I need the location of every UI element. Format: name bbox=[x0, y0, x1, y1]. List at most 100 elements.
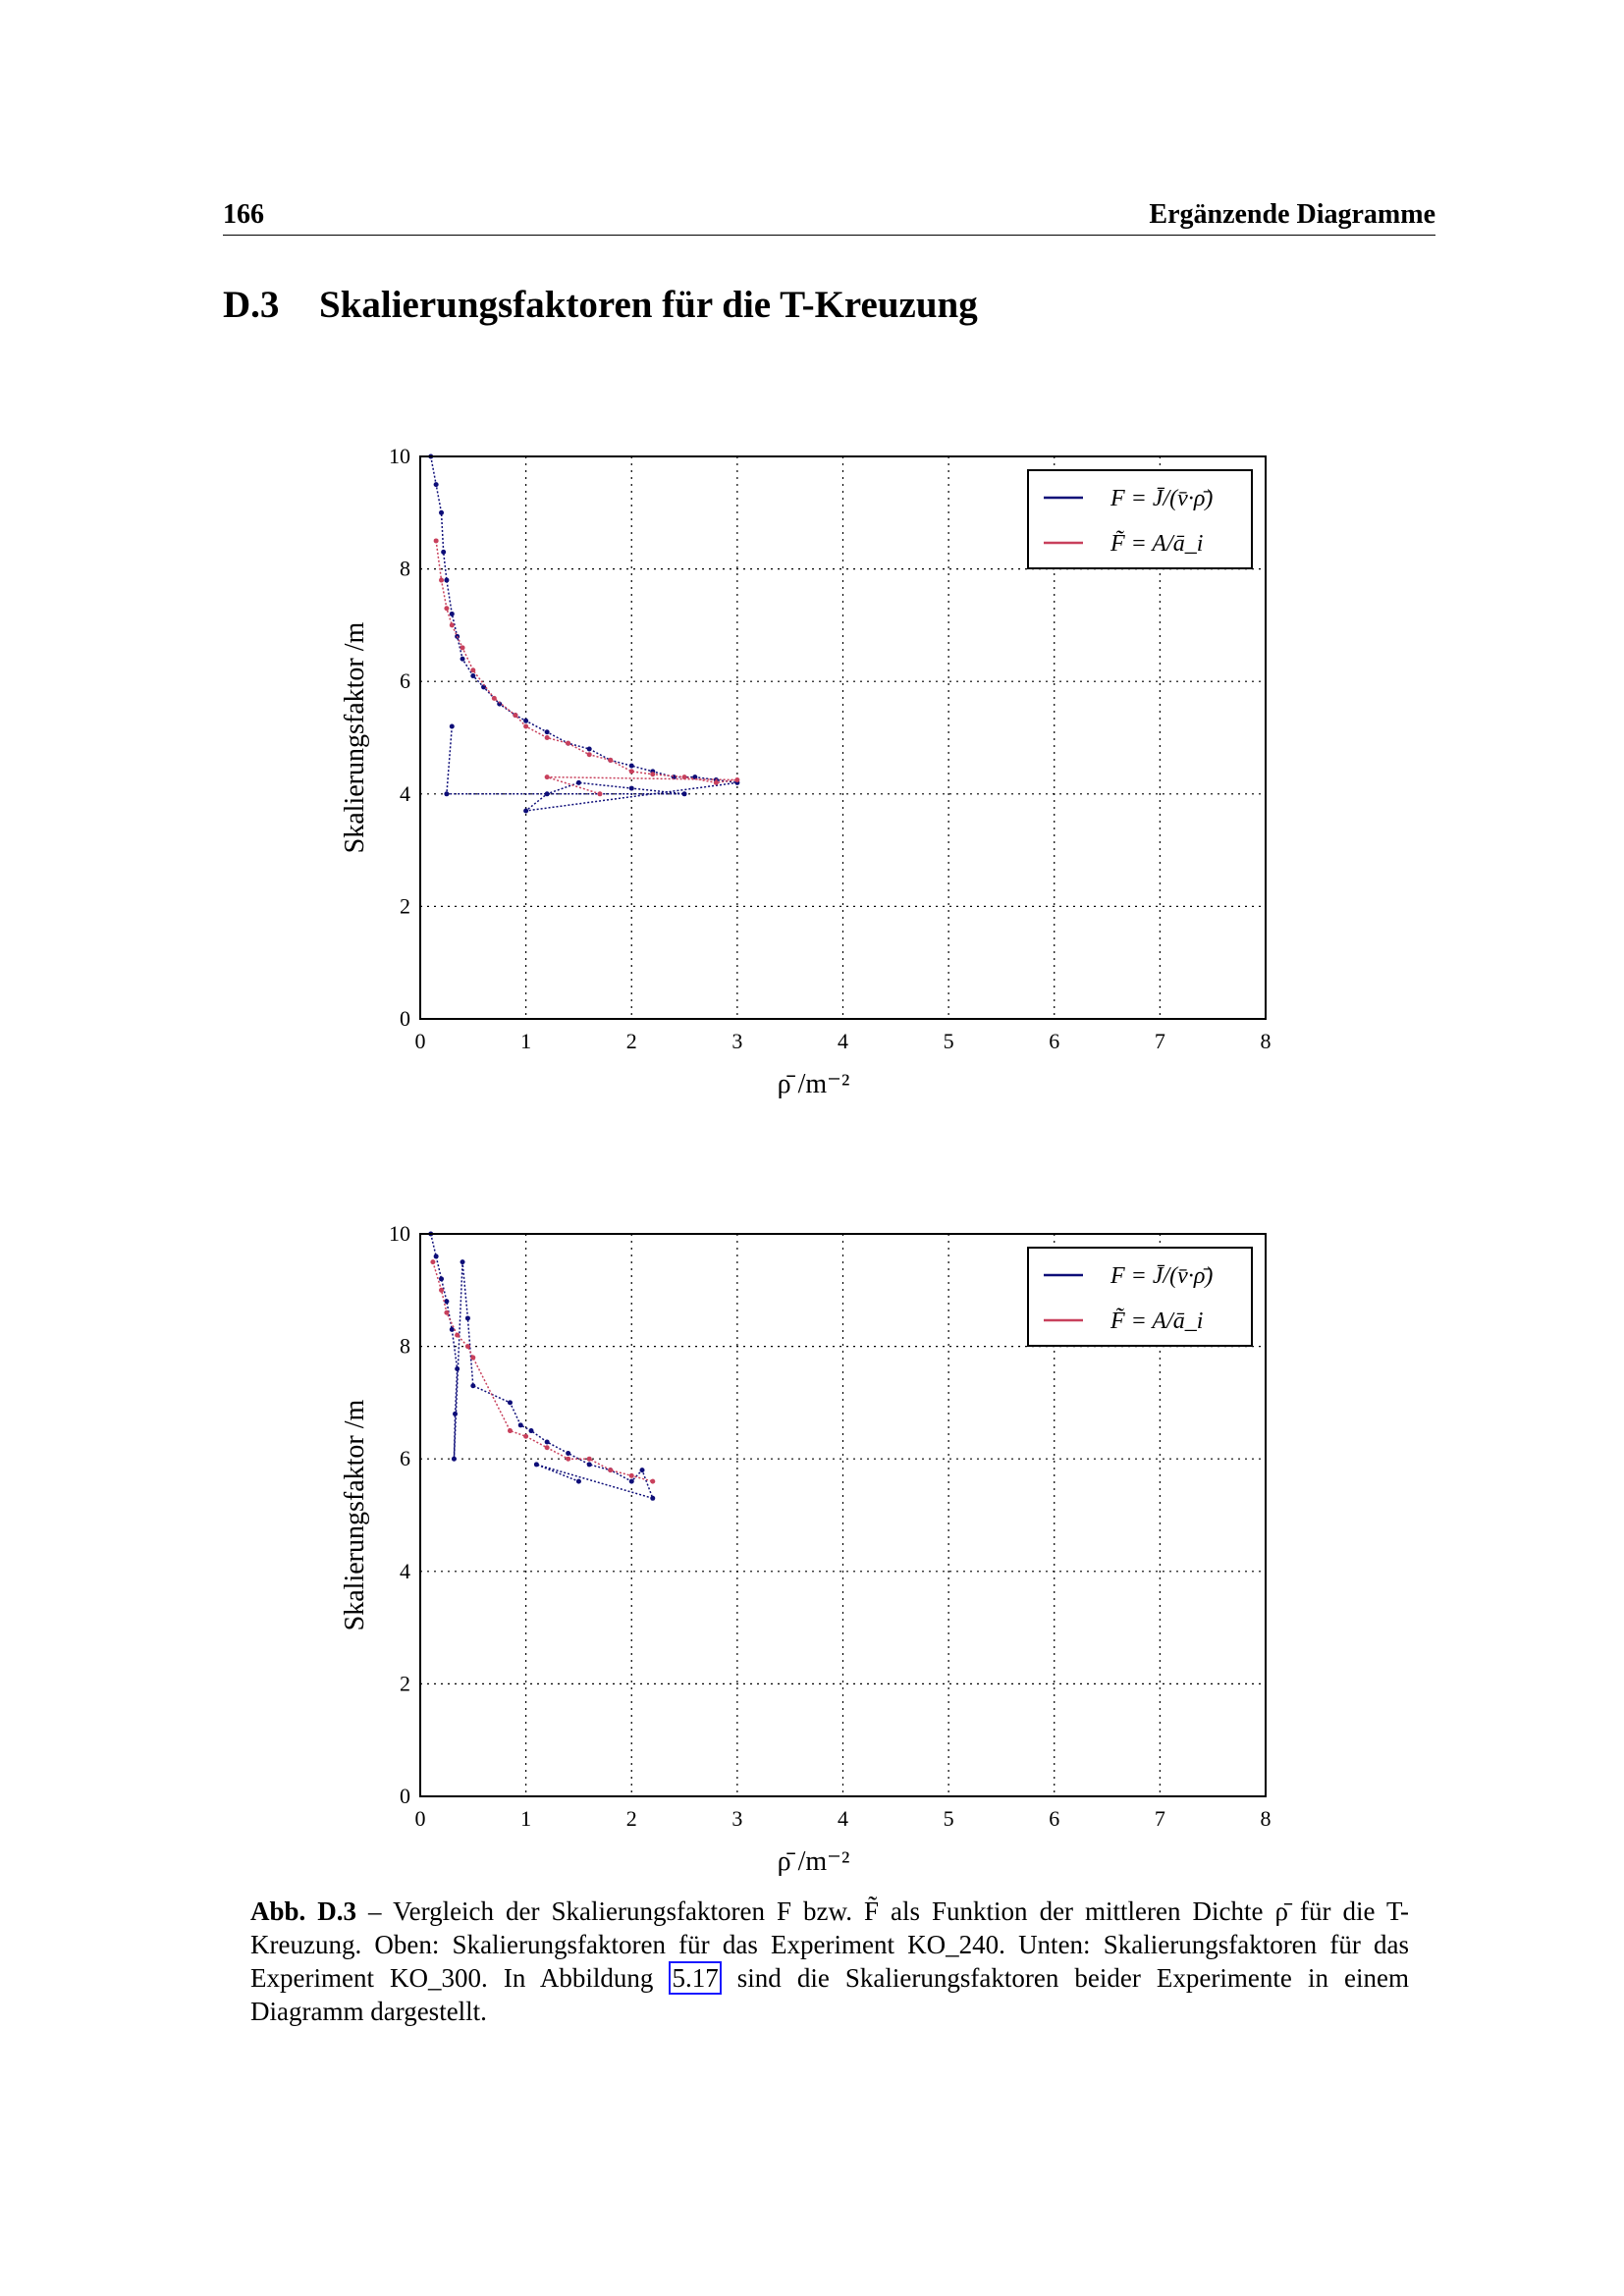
data-point-red bbox=[681, 774, 687, 780]
legend-box bbox=[1027, 469, 1253, 569]
data-point-blue bbox=[628, 763, 634, 769]
y-tick-label: 6 bbox=[400, 668, 410, 693]
y-tick-label: 6 bbox=[400, 1446, 410, 1470]
x-tick-label: 5 bbox=[944, 1806, 954, 1831]
data-point-red bbox=[439, 577, 445, 583]
data-point-red bbox=[713, 779, 719, 785]
legend-label: F = J̄/(v̄·ρ̄) bbox=[1110, 486, 1213, 511]
data-point-blue bbox=[639, 1468, 645, 1473]
data-point-red bbox=[444, 1309, 450, 1315]
data-point-red bbox=[544, 1445, 550, 1451]
x-tick-label: 0 bbox=[415, 1029, 426, 1053]
data-point-blue bbox=[451, 1456, 457, 1462]
x-tick-label: 2 bbox=[626, 1029, 637, 1053]
x-axis-label: ρ̄ /m⁻² bbox=[778, 1069, 850, 1099]
section-number: D.3 bbox=[223, 284, 280, 326]
series-blue-line bbox=[430, 1233, 655, 1500]
data-point-blue bbox=[433, 482, 439, 488]
plot-frame bbox=[419, 455, 1267, 1020]
figure-caption: Abb. D.3 – Vergleich der Skalierungsfakt… bbox=[250, 1895, 1409, 2028]
legend-label: F̃ = A/ā_i bbox=[1110, 530, 1203, 557]
x-tick-label: 8 bbox=[1261, 1806, 1272, 1831]
data-point-blue bbox=[439, 1276, 445, 1282]
y-tick-label: 10 bbox=[389, 1221, 410, 1246]
legend-label: F̃ = A/ā_i bbox=[1110, 1308, 1203, 1334]
data-point-red bbox=[608, 1468, 614, 1473]
data-point-red bbox=[470, 1355, 476, 1361]
data-point-blue bbox=[523, 718, 529, 723]
y-tick-label: 8 bbox=[400, 557, 410, 581]
data-point-blue bbox=[460, 656, 465, 662]
data-point-red bbox=[586, 752, 592, 758]
x-tick-label: 0 bbox=[415, 1806, 426, 1831]
x-tick-label: 1 bbox=[520, 1806, 531, 1831]
legend-box bbox=[1027, 1247, 1253, 1347]
data-point-blue bbox=[464, 1315, 470, 1321]
data-point-blue bbox=[481, 684, 487, 690]
plot-frame bbox=[419, 1233, 1267, 1797]
data-point-blue bbox=[586, 1462, 592, 1468]
x-tick-label: 7 bbox=[1155, 1806, 1165, 1831]
x-tick-label: 2 bbox=[626, 1806, 637, 1831]
data-point-blue bbox=[449, 1326, 455, 1332]
data-point-blue bbox=[566, 1450, 571, 1456]
data-point-blue bbox=[449, 723, 455, 729]
data-point-blue bbox=[470, 1383, 476, 1389]
data-point-red bbox=[513, 713, 518, 719]
data-point-red bbox=[439, 1287, 445, 1293]
data-point-blue bbox=[528, 1428, 534, 1434]
data-point-red bbox=[628, 769, 634, 774]
y-tick-label: 8 bbox=[400, 1334, 410, 1359]
x-tick-label: 5 bbox=[944, 1029, 954, 1053]
data-point-blue bbox=[441, 549, 447, 555]
x-tick-label: 3 bbox=[731, 1806, 742, 1831]
data-point-blue bbox=[628, 1478, 634, 1484]
data-point-blue bbox=[544, 791, 550, 797]
section-title: Skalierungsfaktoren für die T-Kreuzung bbox=[319, 284, 978, 326]
data-point-blue bbox=[628, 785, 634, 791]
y-axis-label: Skalierungsfaktor /m bbox=[340, 1399, 370, 1630]
header-rule bbox=[223, 235, 1435, 236]
caption-text: – Vergleich der Skalierungsfaktoren F bz… bbox=[250, 1896, 1410, 1993]
series-red-line bbox=[432, 1261, 653, 1482]
data-point-blue bbox=[507, 1400, 513, 1406]
y-tick-label: 10 bbox=[389, 444, 410, 468]
series-blue-line bbox=[430, 455, 737, 813]
data-point-red bbox=[544, 774, 550, 780]
data-point-red bbox=[544, 735, 550, 740]
data-point-red bbox=[523, 1433, 529, 1439]
x-tick-label: 4 bbox=[838, 1029, 848, 1053]
y-tick-label: 0 bbox=[400, 1006, 410, 1031]
y-tick-label: 2 bbox=[400, 893, 410, 918]
data-point-blue bbox=[544, 729, 550, 735]
data-point-red bbox=[430, 1259, 436, 1265]
data-point-blue bbox=[544, 1439, 550, 1445]
data-point-blue bbox=[497, 701, 503, 707]
data-point-red bbox=[608, 757, 614, 763]
x-tick-label: 3 bbox=[731, 1029, 742, 1053]
running-title: Ergänzende Diagramme bbox=[1149, 199, 1435, 230]
data-point-blue bbox=[586, 746, 592, 752]
data-point-blue bbox=[681, 791, 687, 797]
data-point-blue bbox=[444, 791, 450, 797]
data-point-red bbox=[491, 695, 497, 701]
data-point-red bbox=[650, 1478, 656, 1484]
data-point-blue bbox=[455, 1366, 460, 1372]
data-point-red bbox=[523, 723, 529, 729]
figure-reference-link[interactable]: 5.17 bbox=[669, 1961, 722, 1995]
x-tick-label: 7 bbox=[1155, 1029, 1165, 1053]
data-point-blue bbox=[533, 1462, 539, 1468]
data-point-blue bbox=[692, 774, 698, 780]
data-point-blue bbox=[470, 672, 476, 678]
data-point-red bbox=[464, 1344, 470, 1350]
caption-label: Abb. D.3 bbox=[250, 1896, 357, 1926]
data-point-blue bbox=[523, 808, 529, 814]
page-number: 166 bbox=[223, 199, 264, 230]
legend-label: F = J̄/(v̄·ρ̄) bbox=[1110, 1263, 1213, 1289]
data-point-red bbox=[628, 1472, 634, 1478]
data-point-red bbox=[449, 622, 455, 628]
data-point-blue bbox=[517, 1422, 523, 1428]
data-point-red bbox=[734, 776, 740, 782]
data-point-red bbox=[433, 538, 439, 544]
data-point-blue bbox=[460, 1259, 465, 1265]
